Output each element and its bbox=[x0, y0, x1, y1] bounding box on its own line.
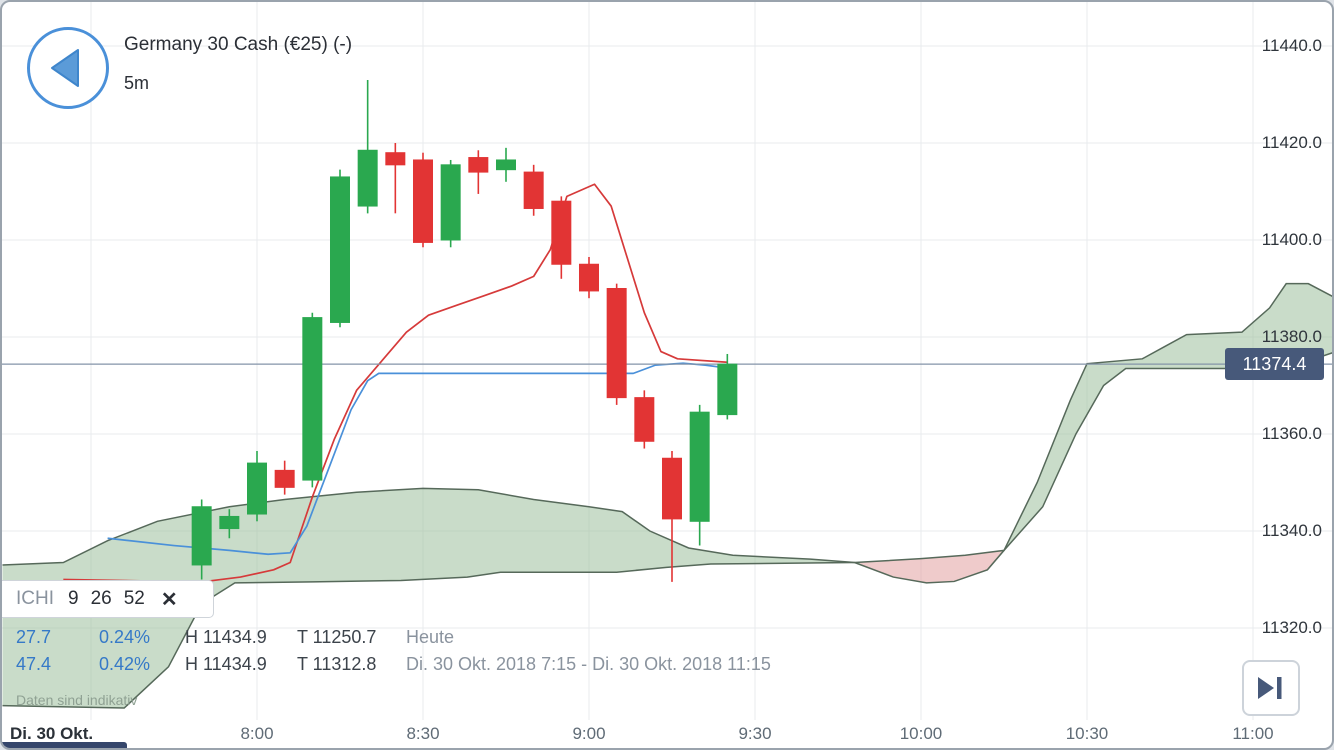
session-stats: 27.7 0.24% H 11434.9 T 11250.7 Heute 47.… bbox=[16, 624, 771, 678]
x-axis-label: 10:00 bbox=[899, 724, 943, 743]
change-percent: 0.42% bbox=[99, 654, 151, 674]
skip-to-latest-icon bbox=[1258, 677, 1282, 699]
x-axis-label: 10:30 bbox=[1065, 724, 1109, 743]
x-axis-label: Di. 30 Okt. bbox=[10, 724, 94, 743]
date-highlight-bar bbox=[2, 742, 127, 748]
timeframe-label: 5m bbox=[124, 73, 150, 93]
current-price-badge: 11374.4 bbox=[1225, 348, 1324, 380]
x-axis-label: 9:30 bbox=[738, 724, 772, 743]
x-axis: Di. 30 Okt. 8:00 8:30 9:00 9:30 10:00 10:30 11:… bbox=[2, 724, 1332, 748]
stats-row-today: 27.7 0.24% H 11434.9 T 11250.7 Heute bbox=[16, 624, 771, 651]
instrument-title: Germany 30 Cash (€25) (-) bbox=[124, 34, 353, 55]
period-label: Heute bbox=[406, 627, 455, 647]
period-label: Di. 30 Okt. 2018 7:15 - Di. 30 Okt. 2018… bbox=[406, 654, 771, 674]
back-arrow-icon bbox=[51, 49, 79, 87]
change-percent: 0.24% bbox=[99, 627, 151, 647]
indicator-param: 26 bbox=[90, 588, 112, 609]
stats-row-range: 47.4 0.42% H 11434.9 T 11312.8 Di. 30 Ok… bbox=[16, 651, 771, 678]
disclaimer-text: Daten sind indikativ bbox=[16, 692, 138, 708]
x-axis-label: 8:30 bbox=[406, 724, 440, 743]
indicator-name: ICHI bbox=[16, 588, 54, 609]
low-value: T 11250.7 bbox=[297, 627, 377, 647]
x-axis-label: 8:00 bbox=[240, 724, 274, 743]
high-value: H 11434.9 bbox=[185, 654, 267, 674]
x-axis-label: 11:00 bbox=[1232, 724, 1274, 743]
low-value: T 11312.8 bbox=[297, 654, 377, 674]
high-value: H 11434.9 bbox=[185, 627, 267, 647]
indicator-param: 9 bbox=[68, 588, 79, 609]
indicator-param: 52 bbox=[123, 588, 145, 609]
change-value: 47.4 bbox=[16, 654, 52, 674]
x-axis-label: 9:00 bbox=[572, 724, 606, 743]
change-value: 27.7 bbox=[16, 627, 52, 647]
back-button[interactable] bbox=[27, 27, 109, 109]
indicator-chip-ichimoku[interactable]: ICHI 9 26 52 ✕ bbox=[2, 580, 214, 618]
skip-to-latest-button[interactable] bbox=[1242, 660, 1300, 716]
indicator-close-icon[interactable]: ✕ bbox=[160, 588, 178, 611]
